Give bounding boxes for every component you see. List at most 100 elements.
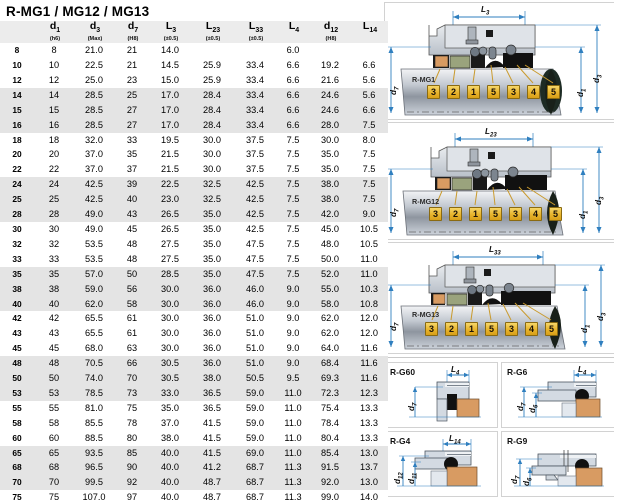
col-header-l4: L4 (278, 21, 310, 43)
table-cell: 59.0 (234, 385, 278, 401)
diagram-r-mg1: R-MG1 L3 d7 d1 d3 3 2 1 5 3 4 5 (384, 2, 615, 120)
table-cell: 37.0 (74, 162, 116, 178)
col-header-tolerance (352, 36, 388, 43)
table-cell: 73 (116, 385, 150, 401)
table-cell: 61 (116, 326, 150, 342)
dim-l3-label: L3 (481, 5, 490, 17)
table-cell: 52.0 (310, 266, 352, 282)
row-size-label: 60 (0, 430, 36, 446)
table-body: 8 8 21.0 21 14.0 6.0 10 10 22.5 21 14.5 25.9 33.4 6.6… (0, 43, 388, 500)
table-row: 58 58 85.5 78 37.0 41.5 59.0 11.0 78.4 13.3 (0, 415, 388, 431)
table-cell: 91.5 (310, 460, 352, 476)
row-size-label: 48 (0, 356, 36, 372)
table-cell: 16 (36, 117, 74, 133)
diagram-panel: R-MG1 L3 d7 d1 d3 3 2 1 5 3 4 5 (382, 0, 617, 500)
table-cell: 68.0 (74, 341, 116, 357)
table-cell: 70.5 (74, 356, 116, 372)
col-header-symbol: L4 (288, 20, 300, 35)
table-cell: 28.0 (310, 117, 352, 133)
table-cell: 46.0 (234, 281, 278, 297)
table-cell: 11.0 (278, 445, 310, 461)
table-cell (352, 43, 388, 58)
table-cell: 7.5 (352, 177, 388, 193)
table-cell: 42.5 (74, 177, 116, 193)
table-cell: 42.5 (234, 192, 278, 208)
table-cell: 7.5 (278, 132, 310, 148)
table-cell: 92.0 (310, 475, 352, 491)
table-cell: 32 (36, 236, 74, 252)
callout-tag: 5 (489, 207, 502, 221)
table-cell: 7.5 (278, 162, 310, 178)
table-cell: 27.5 (150, 251, 192, 267)
row-size-label: 18 (0, 132, 36, 148)
row-size-label: 55 (0, 400, 36, 416)
table-cell: 75 (36, 490, 74, 500)
table-row: 75 75 107.0 97 40.0 48.7 68.7 11.3 99.0 14.0 (0, 490, 388, 500)
table-cell: 61 (116, 311, 150, 327)
table-cell: 48 (116, 251, 150, 267)
table-cell: 33.4 (234, 117, 278, 133)
col-header-symbol: L3 (165, 20, 177, 35)
table-cell: 7.5 (278, 147, 310, 163)
diagram-r-mg13: R-MG13 L33 d7 d1 d3 3 2 1 5 3 4 5 (384, 242, 615, 354)
table-cell: 48 (116, 236, 150, 252)
callout-tag: 5 (545, 322, 558, 336)
table-cell: 37.5 (234, 132, 278, 148)
table-cell: 35.0 (310, 147, 352, 163)
callout-tag: 3 (425, 322, 438, 336)
col-header-tolerance: (H8) (127, 36, 139, 43)
table-cell: 15.0 (150, 72, 192, 88)
table-cell: 30.5 (150, 356, 192, 372)
table-cell: 35.0 (192, 221, 234, 237)
dim-l33-label: L33 (489, 245, 501, 257)
row-size-label: 35 (0, 266, 36, 282)
table-cell: 11.3 (278, 460, 310, 476)
diagram-r-g9-svg (514, 450, 604, 487)
callout-tag: 5 (487, 85, 500, 99)
table-cell: 45.0 (310, 221, 352, 237)
table-cell: 45 (36, 341, 74, 357)
table-cell: 70 (36, 475, 74, 491)
table-cell: 36.0 (192, 281, 234, 297)
table-cell: 35.0 (150, 400, 192, 416)
table-cell: 23 (116, 72, 150, 88)
table-cell: 33.4 (234, 87, 278, 103)
table-cell: 33 (36, 251, 74, 267)
table-cell: 18 (36, 132, 74, 148)
table-cell: 93.5 (74, 445, 116, 461)
table-cell: 65 (36, 445, 74, 461)
row-size-label: 50 (0, 371, 36, 386)
table-cell: 64.0 (310, 341, 352, 357)
table-cell: 25 (116, 87, 150, 103)
table-row: 35 35 57.0 50 28.5 35.0 47.5 7.5 52.0 11.0 (0, 266, 388, 282)
col-header-d1: d1 (h6) (36, 21, 74, 43)
diagram-r-mg1-svg (387, 11, 601, 116)
table-cell: 5.6 (352, 72, 388, 88)
table-cell: 22.5 (150, 177, 192, 193)
callout-tag: 2 (449, 207, 462, 221)
table-cell: 6.0 (278, 43, 310, 58)
table-cell: 51.0 (234, 311, 278, 327)
table-cell: 30.0 (150, 311, 192, 327)
callout-tag: 4 (527, 85, 540, 99)
table-cell: 7.5 (278, 177, 310, 193)
dim-l14-label-g4: L14 (449, 434, 461, 446)
table-cell: 21 (116, 58, 150, 73)
table-cell: 13.0 (352, 475, 388, 491)
table-cell: 42 (36, 311, 74, 327)
dimensions-table: d1 (h6) d3 (Max) d7 (H8) L3 (±0.5) L23 (±0.5) L33(… (0, 21, 388, 500)
callout-tag: 3 (427, 85, 440, 99)
col-header-tolerance: (±0.5) (248, 36, 264, 43)
col-header-symbol: L33 (248, 20, 264, 35)
diagram-r-g60: R-G60 L4 d7 (384, 362, 498, 428)
table-cell: 10.5 (352, 221, 388, 237)
table-cell: 32.5 (192, 177, 234, 193)
table-cell: 40 (36, 296, 74, 312)
table-cell: 30.0 (150, 341, 192, 357)
table-cell: 62.0 (74, 296, 116, 312)
table-cell: 58 (36, 415, 74, 431)
table-cell: 14 (36, 87, 74, 103)
col-header-tolerance: (±0.5) (163, 36, 179, 43)
table-cell: 26.5 (150, 207, 192, 222)
table-cell: 27 (116, 117, 150, 133)
